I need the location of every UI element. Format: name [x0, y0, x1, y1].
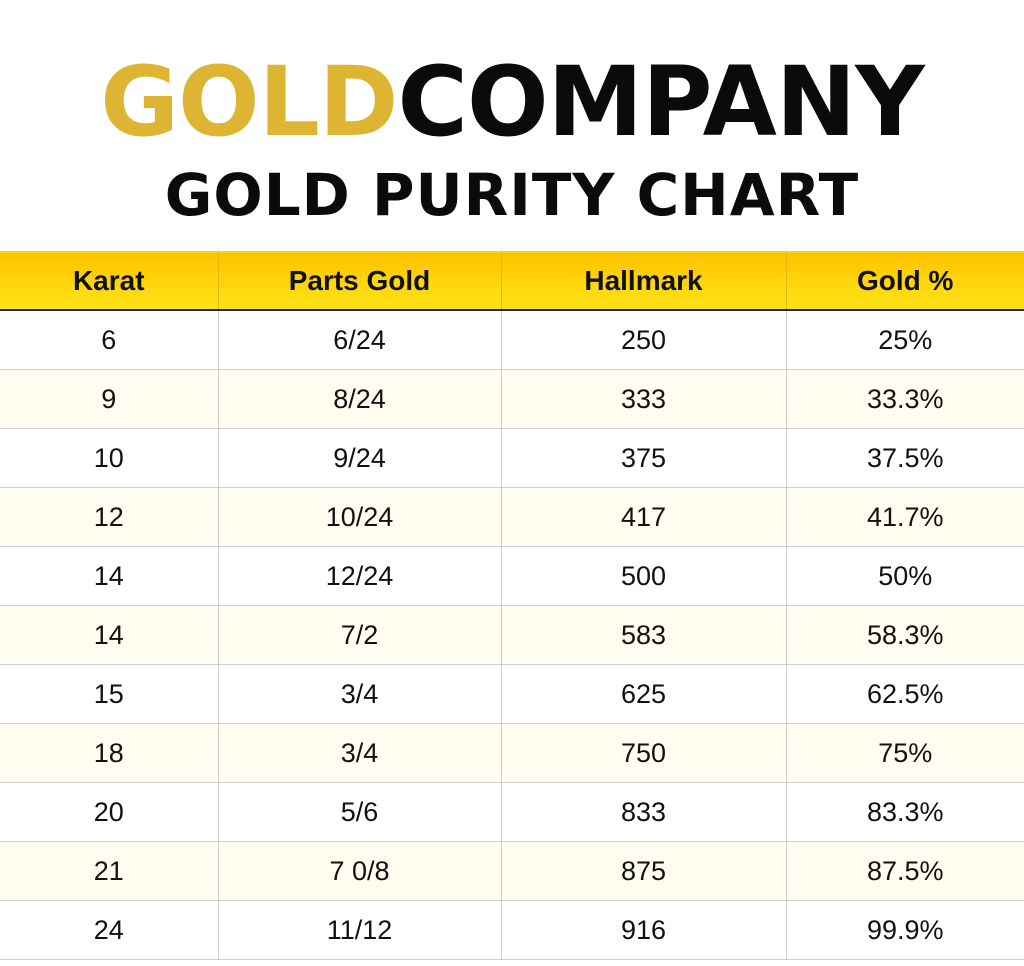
chart-title: GOLD PURITY CHART	[164, 161, 860, 229]
cell-hallmark: 333	[500, 369, 786, 429]
cell-gold-percent: 25%	[785, 310, 1024, 370]
cell-hallmark: 916	[500, 900, 786, 960]
brand-gold-text: GOLD	[100, 46, 398, 158]
cell-parts-gold: 6/24	[217, 310, 501, 370]
table-row: 18 3/4 750 75%	[0, 723, 1024, 783]
table-row: 14 7/2 583 58.3%	[0, 605, 1024, 665]
cell-parts-gold: 7 0/8	[217, 841, 501, 901]
cell-hallmark: 417	[500, 487, 786, 547]
cell-karat: 20	[0, 782, 218, 842]
brand-logo: GOLDCOMPANY	[0, 52, 1024, 152]
cell-parts-gold: 9/24	[217, 428, 501, 488]
cell-parts-gold: 5/6	[217, 782, 501, 842]
cell-gold-percent: 99.9%	[785, 900, 1024, 960]
cell-parts-gold: 8/24	[217, 369, 501, 429]
cell-gold-percent: 58.3%	[785, 605, 1024, 665]
cell-karat: 15	[0, 664, 218, 724]
cell-gold-percent: 62.5%	[785, 664, 1024, 724]
cell-parts-gold: 10/24	[217, 487, 501, 547]
column-header-gold-percent: Gold %	[785, 251, 1024, 311]
cell-karat: 24	[0, 900, 218, 960]
cell-gold-percent: 41.7%	[785, 487, 1024, 547]
cell-gold-percent: 87.5%	[785, 841, 1024, 901]
cell-hallmark: 750	[500, 723, 786, 783]
table-row: 6 6/24 250 25%	[0, 310, 1024, 370]
cell-parts-gold: 7/2	[217, 605, 501, 665]
cell-gold-percent: 50%	[785, 546, 1024, 606]
column-header-parts-gold: Parts Gold	[217, 251, 501, 311]
cell-karat: 21	[0, 841, 218, 901]
table-header-row: Karat Parts Gold Hallmark Gold %	[0, 251, 1024, 311]
cell-hallmark: 500	[500, 546, 786, 606]
cell-parts-gold: 12/24	[217, 546, 501, 606]
cell-karat: 14	[0, 605, 218, 665]
table-row: 21 7 0/8 875 87.5%	[0, 841, 1024, 901]
cell-gold-percent: 37.5%	[785, 428, 1024, 488]
cell-gold-percent: 75%	[785, 723, 1024, 783]
column-header-karat: Karat	[0, 251, 218, 311]
cell-karat: 18	[0, 723, 218, 783]
gold-purity-table: Karat Parts Gold Hallmark Gold % 6 6/24 25…	[0, 251, 1024, 960]
cell-karat: 6	[0, 310, 218, 370]
table-row: 20 5/6 833 83.3%	[0, 782, 1024, 842]
cell-karat: 14	[0, 546, 218, 606]
table-row: 14 12/24 500 50%	[0, 546, 1024, 606]
cell-parts-gold: 3/4	[217, 723, 501, 783]
cell-karat: 12	[0, 487, 218, 547]
cell-karat: 10	[0, 428, 218, 488]
table-row: 9 8/24 333 33.3%	[0, 369, 1024, 429]
table-row: 24 11/12 916 99.9%	[0, 900, 1024, 960]
cell-gold-percent: 83.3%	[785, 782, 1024, 842]
cell-hallmark: 250	[500, 310, 786, 370]
cell-hallmark: 583	[500, 605, 786, 665]
table-row: 12 10/24 417 41.7%	[0, 487, 1024, 547]
cell-parts-gold: 3/4	[217, 664, 501, 724]
cell-gold-percent: 33.3%	[785, 369, 1024, 429]
column-header-hallmark: Hallmark	[500, 251, 786, 311]
cell-hallmark: 833	[500, 782, 786, 842]
table-row: 10 9/24 375 37.5%	[0, 428, 1024, 488]
cell-hallmark: 875	[500, 841, 786, 901]
brand-company-text: COMPANY	[397, 46, 924, 158]
cell-hallmark: 625	[500, 664, 786, 724]
table-row: 15 3/4 625 62.5%	[0, 664, 1024, 724]
cell-hallmark: 375	[500, 428, 786, 488]
cell-karat: 9	[0, 369, 218, 429]
cell-parts-gold: 11/12	[217, 900, 501, 960]
